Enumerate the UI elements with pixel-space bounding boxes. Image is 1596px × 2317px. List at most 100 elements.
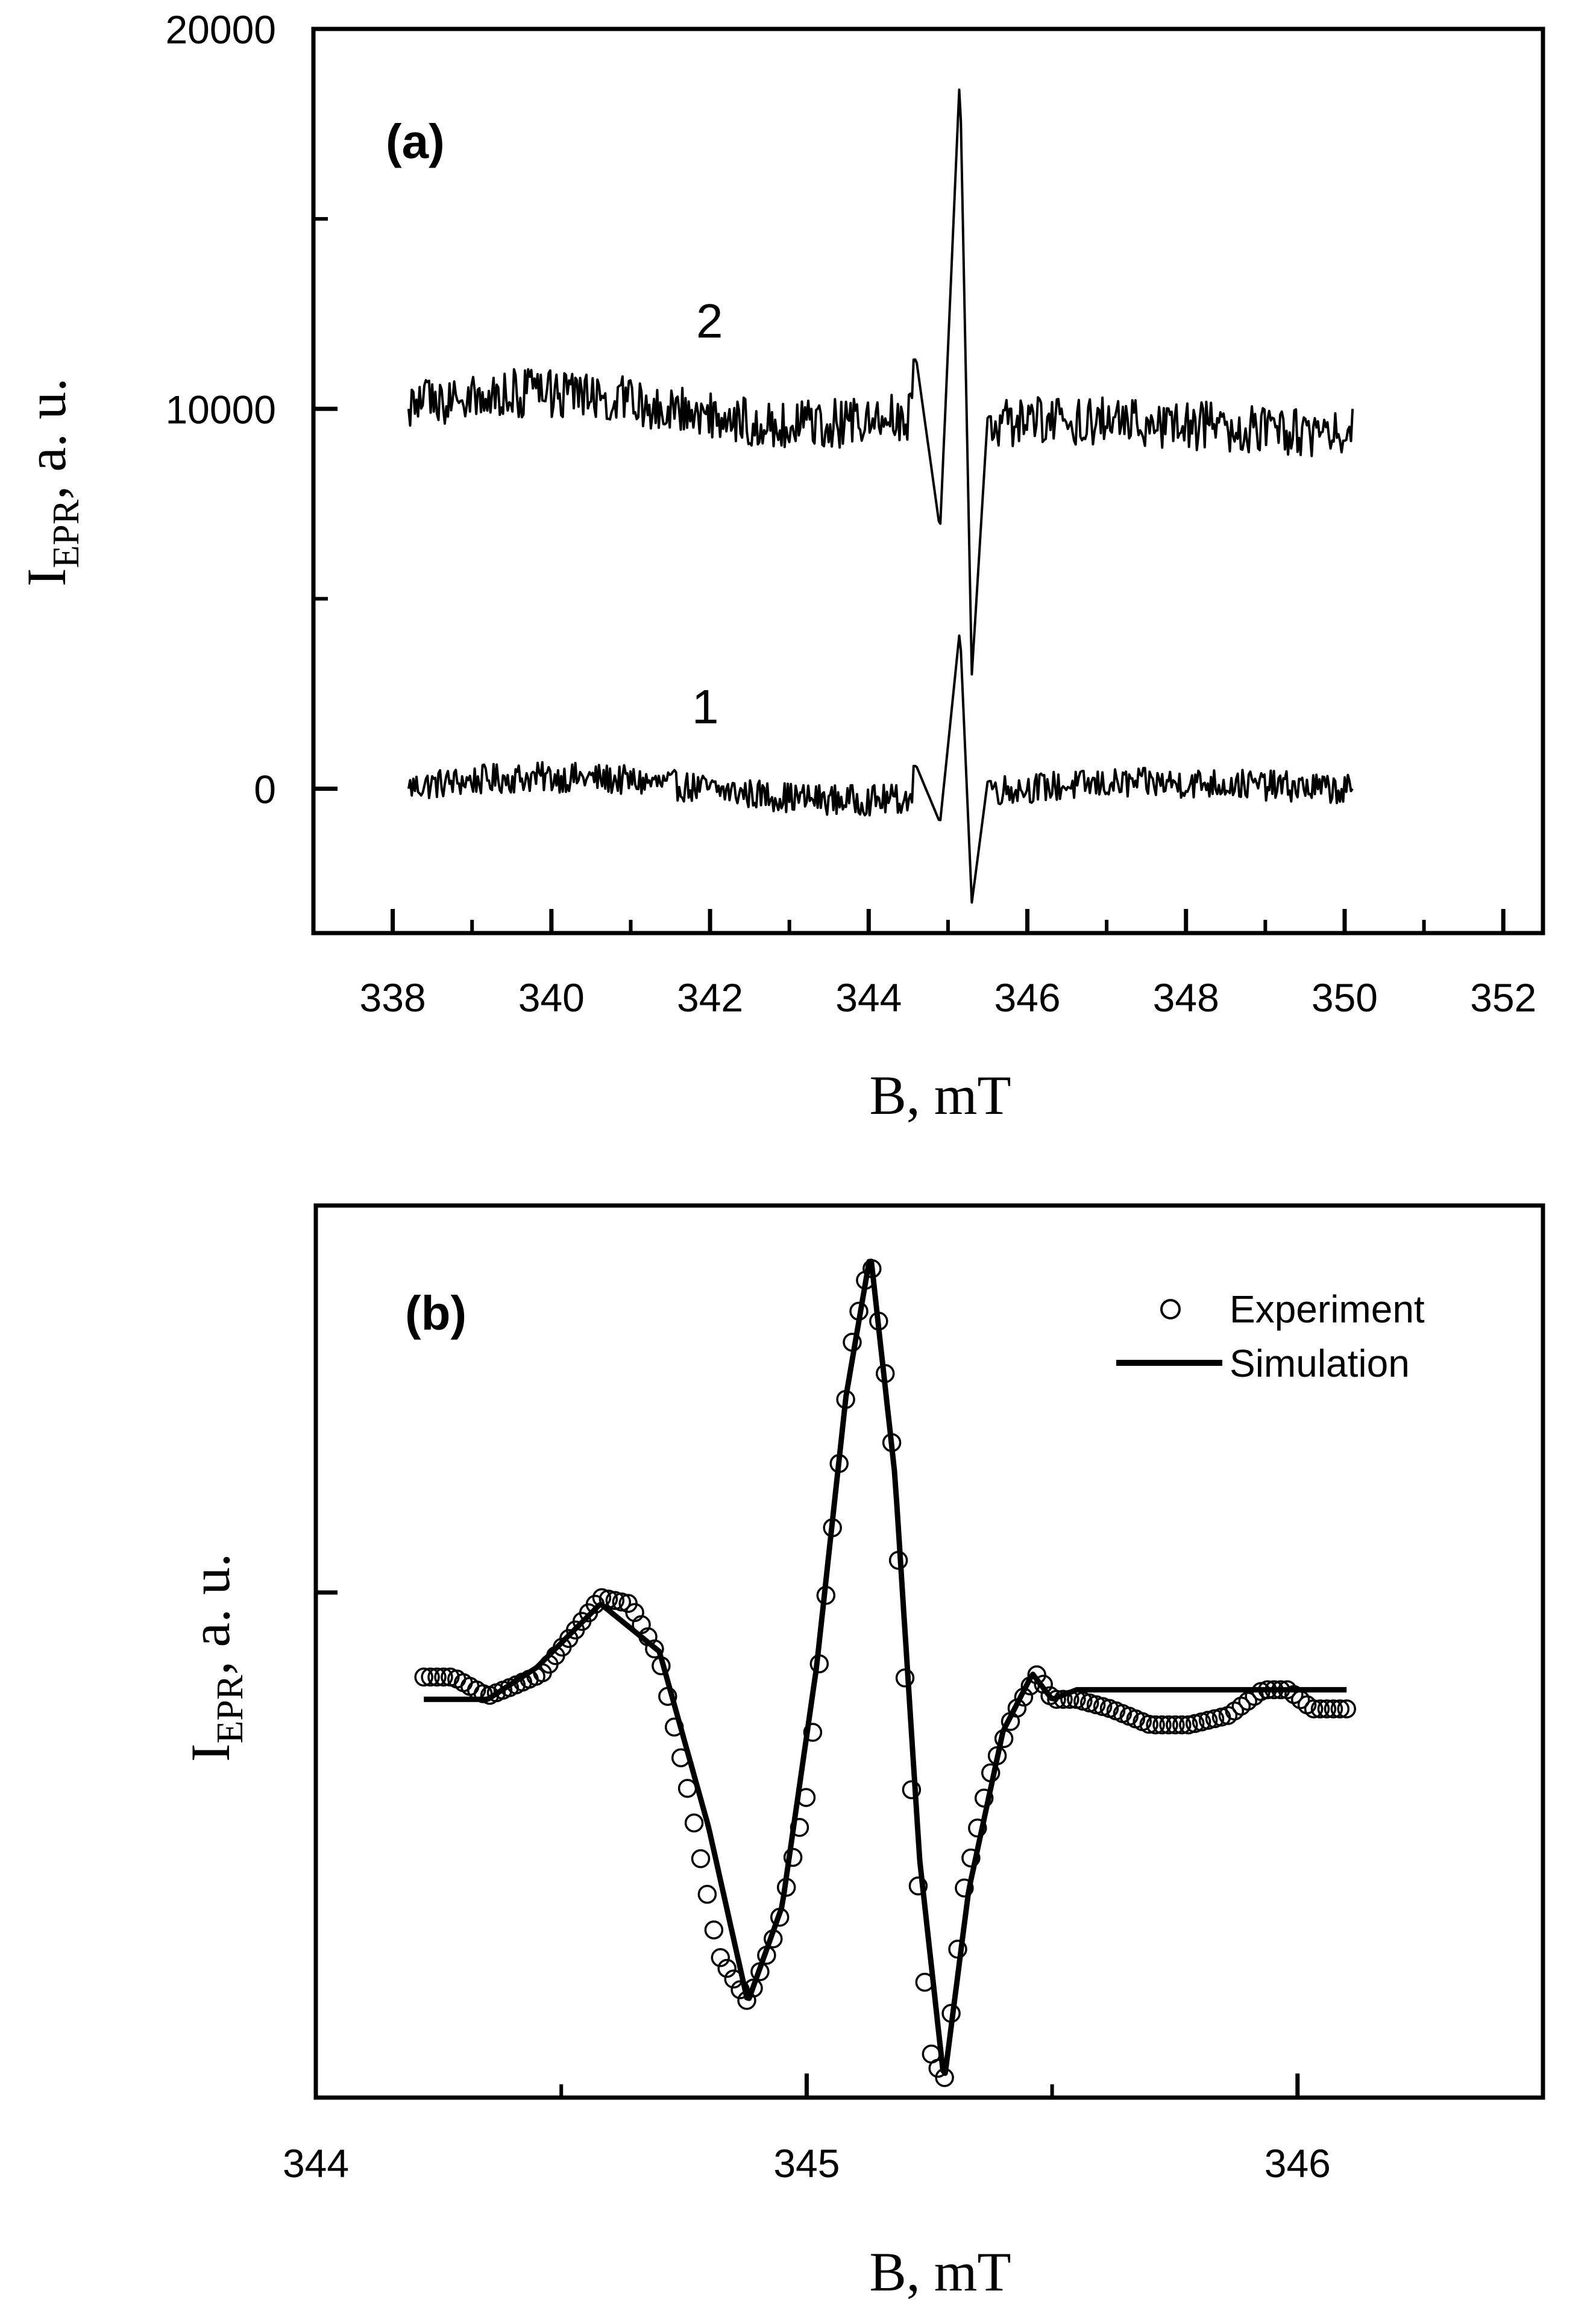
panel-a-y-tick-label: 0 <box>254 767 276 812</box>
experiment-point <box>704 1920 724 1940</box>
panel-b-y-axis-title: IEPR, a. u. <box>180 1553 251 1762</box>
experiment-point <box>750 1962 770 1981</box>
experiment-point <box>1054 1690 1073 1709</box>
experiment-point <box>902 1780 922 1799</box>
experiment-point <box>664 1717 684 1737</box>
experiment-point <box>671 1748 691 1767</box>
experiment-point <box>1317 1699 1337 1718</box>
experiment-point <box>598 1589 618 1609</box>
panel-a-y-axis-title: IEPR, a. u. <box>16 378 87 586</box>
experiment-point <box>1265 1680 1284 1700</box>
panel-a-y-tick-label: 10000 <box>165 387 276 432</box>
panel-a-x-tick-label: 352 <box>1470 975 1536 1020</box>
experiment-point <box>421 1667 440 1687</box>
experiment-point <box>605 1591 625 1611</box>
experiment-point <box>612 1592 632 1612</box>
panel-a-y-axis-title-rest: , a. u. <box>16 378 77 500</box>
panel-a-x-axis-title: B, mT <box>869 1064 1011 1126</box>
experiment-point <box>1034 1674 1053 1694</box>
experiment-point <box>434 1667 453 1687</box>
experiment-point <box>908 1876 928 1896</box>
experiment-point <box>862 1259 882 1278</box>
panel-b-y-axis-title-main: I <box>180 1743 241 1762</box>
experiment-point <box>790 1818 809 1837</box>
experiment-point <box>875 1364 895 1383</box>
experiment-point <box>1146 1715 1165 1735</box>
curve-label-1: 1 <box>692 680 719 734</box>
panel-a-curves <box>407 88 1354 904</box>
experiment-point <box>1205 1709 1225 1729</box>
experiment-point <box>427 1667 447 1687</box>
legend-label-simulation: Simulation <box>1230 1342 1410 1385</box>
experiment-point <box>1152 1715 1172 1735</box>
experiment-point <box>677 1779 697 1798</box>
panel-b-label: (b) <box>405 1286 467 1340</box>
experiment-point <box>843 1333 862 1352</box>
experiment-point <box>895 1668 915 1688</box>
experiment-point <box>585 1594 605 1614</box>
experiment-point <box>592 1588 612 1608</box>
experiment-point <box>414 1667 433 1687</box>
experiment-point <box>1159 1715 1178 1735</box>
experiment-point <box>1047 1690 1066 1709</box>
series-line-2 <box>407 88 1354 676</box>
experiment-point <box>803 1723 823 1742</box>
experiment-point <box>691 1849 711 1869</box>
panel-a: 338 340 342 344 346 348 350 352 0 10000 20000 (a)… <box>16 7 1545 1126</box>
panel-a-x-tick-label: 340 <box>518 975 585 1020</box>
experiment-point <box>744 1978 763 1998</box>
experiment-point <box>770 1908 790 1927</box>
experiment-point <box>1198 1711 1218 1730</box>
experiment-point <box>961 1848 981 1868</box>
experiment-point <box>658 1687 677 1706</box>
panel-b-x-tick-label: 345 <box>773 2141 840 2186</box>
experiment-point <box>645 1639 664 1659</box>
experiment-point <box>915 1972 935 1992</box>
experiment-point <box>935 2068 954 2087</box>
legend-marker-experiment <box>1160 1299 1181 1319</box>
experiment-point <box>1014 1687 1034 1707</box>
experiment-point <box>1337 1699 1356 1718</box>
panel-b-y-axis-title-rest: , a. u. <box>180 1553 241 1675</box>
curve-label-2: 2 <box>696 294 723 348</box>
panel-b-x-tick-label: 344 <box>283 2141 349 2186</box>
experiment-point <box>684 1813 704 1833</box>
panel-a-x-tick-label: 344 <box>835 975 902 1020</box>
experiment-point <box>1271 1680 1290 1700</box>
experiment-point <box>968 1819 987 1838</box>
experiment-point <box>856 1271 875 1290</box>
experiment-point <box>1330 1699 1350 1718</box>
experiment-point <box>1324 1699 1343 1718</box>
panel-a-x-tick-label: 346 <box>994 975 1060 1020</box>
series-line-1 <box>407 634 1354 904</box>
panel-a-label: (a) <box>386 115 445 168</box>
experiment-point <box>1284 1685 1304 1705</box>
panel-a-y-axis-title-main: I <box>16 568 77 586</box>
experiment-point <box>955 1878 974 1897</box>
experiment-point <box>974 1788 994 1808</box>
experiment-point <box>724 1969 743 1989</box>
experiment-point <box>1304 1699 1324 1718</box>
panel-a-x-ticks: 338 340 342 344 346 348 350 352 <box>360 909 1536 1020</box>
legend-label-experiment: Experiment <box>1230 1287 1425 1331</box>
panel-b-curves <box>414 1259 1356 2087</box>
experiment-point <box>1172 1715 1192 1735</box>
panel-a-x-tick-label: 350 <box>1312 975 1378 1020</box>
experiment-point <box>764 1929 783 1949</box>
experiment-point <box>849 1301 869 1321</box>
experiment-point <box>776 1878 796 1897</box>
experiment-point <box>941 2004 961 2023</box>
experiment-point <box>1060 1690 1079 1709</box>
experiment-point <box>888 1550 908 1570</box>
experiment-point <box>1290 1690 1310 1709</box>
experiment-point <box>1192 1712 1211 1732</box>
panel-a-x-tick-label: 342 <box>677 975 743 1020</box>
experiment-point <box>730 1980 750 1999</box>
experiment-point <box>829 1454 849 1473</box>
experiment-point <box>1166 1715 1185 1735</box>
experiment-point <box>823 1518 842 1538</box>
legend: Experiment Simulation <box>1116 1287 1425 1385</box>
experiment-point <box>809 1654 829 1674</box>
experiment-point <box>987 1746 1007 1765</box>
panel-a-frame <box>311 27 1545 935</box>
